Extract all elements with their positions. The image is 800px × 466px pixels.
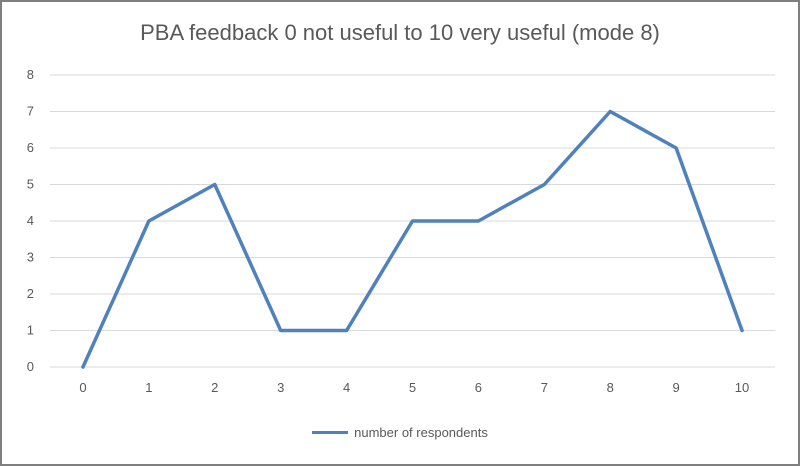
series-line-0 <box>81 109 744 369</box>
data-point-8 <box>608 110 612 113</box>
x-tick-label-10: 10 <box>735 380 749 395</box>
data-point-3 <box>279 329 283 332</box>
x-tick-label-2: 2 <box>211 380 218 395</box>
data-point-0 <box>81 365 85 369</box>
data-point-1 <box>147 219 151 223</box>
y-axis-tick-labels: 0 1 2 3 4 5 6 7 8 <box>27 67 34 374</box>
x-tick-label-0: 0 <box>79 380 86 395</box>
x-tick-label-7: 7 <box>541 380 548 395</box>
x-tick-label-4: 4 <box>343 380 350 395</box>
data-point-2 <box>213 183 217 186</box>
y-tick-label-4: 4 <box>27 213 34 228</box>
legend: number of respondents <box>0 425 800 440</box>
x-tick-label-5: 5 <box>409 380 416 395</box>
x-tick-label-8: 8 <box>607 380 614 395</box>
y-tick-label-3: 3 <box>27 250 34 265</box>
y-tick-label-6: 6 <box>27 140 34 155</box>
x-tick-label-9: 9 <box>673 380 680 395</box>
data-point-4 <box>345 329 349 332</box>
y-tick-label-7: 7 <box>27 104 34 119</box>
data-point-9 <box>674 146 678 150</box>
data-point-5 <box>411 219 414 223</box>
legend-label: number of respondents <box>354 425 488 440</box>
x-tick-label-3: 3 <box>277 380 284 395</box>
x-tick-label-1: 1 <box>145 380 152 395</box>
legend-swatch <box>312 431 349 434</box>
x-tick-label-6: 6 <box>475 380 482 395</box>
y-tick-label-2: 2 <box>27 286 34 301</box>
y-tick-label-8: 8 <box>27 67 34 82</box>
gridlines <box>50 74 775 331</box>
data-point-7 <box>542 183 546 186</box>
series-layer <box>81 109 744 369</box>
chart-title: PBA feedback 0 not useful to 10 very use… <box>140 20 660 45</box>
y-tick-label-0: 0 <box>27 359 34 374</box>
y-tick-label-5: 5 <box>27 177 34 192</box>
data-point-6 <box>476 219 480 223</box>
y-tick-label-1: 1 <box>27 323 34 338</box>
data-point-10 <box>740 329 744 332</box>
x-axis-tick-labels: 0 1 2 3 4 5 6 7 8 9 10 <box>79 380 749 395</box>
